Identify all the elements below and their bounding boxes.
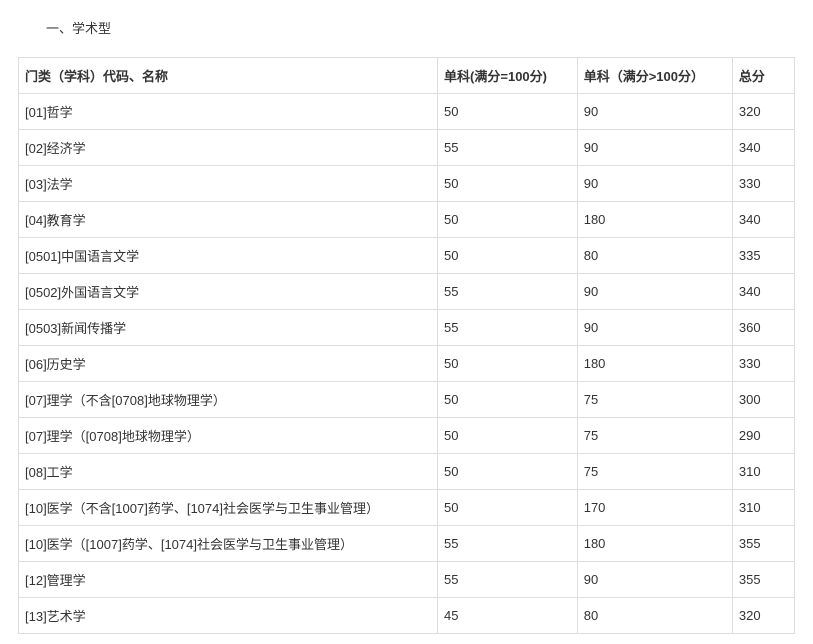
table-cell: 50 xyxy=(438,202,578,238)
table-cell: 55 xyxy=(438,274,578,310)
table-cell: 90 xyxy=(577,94,732,130)
table-cell: 355 xyxy=(732,562,794,598)
table-cell: 170 xyxy=(577,490,732,526)
section-title: 一、学术型 xyxy=(46,18,795,37)
table-cell: 55 xyxy=(438,562,578,598)
table-cell: 55 xyxy=(438,130,578,166)
table-cell: 335 xyxy=(732,238,794,274)
table-cell: 180 xyxy=(577,346,732,382)
table-cell: [0502]外国语言文学 xyxy=(19,274,438,310)
table-cell: 310 xyxy=(732,454,794,490)
table-cell: 355 xyxy=(732,526,794,562)
table-cell: [08]工学 xyxy=(19,454,438,490)
table-cell: 50 xyxy=(438,454,578,490)
table-cell: 330 xyxy=(732,166,794,202)
table-row: [10]医学（[1007]药学、[1074]社会医学与卫生事业管理）551803… xyxy=(19,526,795,562)
table-cell: 75 xyxy=(577,418,732,454)
table-row: [0501]中国语言文学5080335 xyxy=(19,238,795,274)
table-cell: 75 xyxy=(577,382,732,418)
table-cell: [10]医学（不含[1007]药学、[1074]社会医学与卫生事业管理） xyxy=(19,490,438,526)
table-row: [06]历史学50180330 xyxy=(19,346,795,382)
table-row: [07]理学（[0708]地球物理学）5075290 xyxy=(19,418,795,454)
table-row: [04]教育学50180340 xyxy=(19,202,795,238)
table-row: [02]经济学5590340 xyxy=(19,130,795,166)
table-cell: 180 xyxy=(577,526,732,562)
table-cell: [0503]新闻传播学 xyxy=(19,310,438,346)
table-cell: 90 xyxy=(577,562,732,598)
table-cell: 50 xyxy=(438,238,578,274)
table-cell: 290 xyxy=(732,418,794,454)
table-cell: 320 xyxy=(732,598,794,634)
table-cell: [06]历史学 xyxy=(19,346,438,382)
table-cell: 55 xyxy=(438,310,578,346)
table-cell: [10]医学（[1007]药学、[1074]社会医学与卫生事业管理） xyxy=(19,526,438,562)
table-cell: 340 xyxy=(732,202,794,238)
table-cell: 50 xyxy=(438,418,578,454)
table-cell: 320 xyxy=(732,94,794,130)
table-cell: 50 xyxy=(438,166,578,202)
table-cell: 50 xyxy=(438,346,578,382)
table-cell: 75 xyxy=(577,454,732,490)
table-cell: 50 xyxy=(438,94,578,130)
table-cell: 340 xyxy=(732,130,794,166)
table-cell: 90 xyxy=(577,310,732,346)
table-cell: 180 xyxy=(577,202,732,238)
table-cell: 300 xyxy=(732,382,794,418)
table-cell: [07]理学（[0708]地球物理学） xyxy=(19,418,438,454)
table-cell: [13]艺术学 xyxy=(19,598,438,634)
table-cell: [01]哲学 xyxy=(19,94,438,130)
table-cell: 80 xyxy=(577,598,732,634)
table-cell: 90 xyxy=(577,166,732,202)
table-cell: [03]法学 xyxy=(19,166,438,202)
table-row: [07]理学（不含[0708]地球物理学）5075300 xyxy=(19,382,795,418)
col-header-subject: 门类（学科）代码、名称 xyxy=(19,58,438,94)
table-cell: 90 xyxy=(577,130,732,166)
table-header-row: 门类（学科）代码、名称 单科(满分=100分) 单科（满分>100分） 总分 xyxy=(19,58,795,94)
table-cell: [12]管理学 xyxy=(19,562,438,598)
table-row: [0503]新闻传播学5590360 xyxy=(19,310,795,346)
table-cell: 360 xyxy=(732,310,794,346)
table-cell: [04]教育学 xyxy=(19,202,438,238)
table-cell: 330 xyxy=(732,346,794,382)
table-row: [12]管理学5590355 xyxy=(19,562,795,598)
table-row: [0502]外国语言文学5590340 xyxy=(19,274,795,310)
table-row: [03]法学5090330 xyxy=(19,166,795,202)
table-cell: 80 xyxy=(577,238,732,274)
scores-table: 门类（学科）代码、名称 单科(满分=100分) 单科（满分>100分） 总分 [… xyxy=(18,57,795,634)
table-row: [01]哲学5090320 xyxy=(19,94,795,130)
table-cell: 90 xyxy=(577,274,732,310)
table-row: [10]医学（不含[1007]药学、[1074]社会医学与卫生事业管理）5017… xyxy=(19,490,795,526)
table-cell: 55 xyxy=(438,526,578,562)
table-cell: 50 xyxy=(438,490,578,526)
table-cell: [02]经济学 xyxy=(19,130,438,166)
col-header-singlegt100: 单科（满分>100分） xyxy=(577,58,732,94)
table-row: [13]艺术学4580320 xyxy=(19,598,795,634)
table-cell: 45 xyxy=(438,598,578,634)
table-cell: 50 xyxy=(438,382,578,418)
col-header-single100: 单科(满分=100分) xyxy=(438,58,578,94)
table-cell: [0501]中国语言文学 xyxy=(19,238,438,274)
col-header-total: 总分 xyxy=(732,58,794,94)
table-cell: [07]理学（不含[0708]地球物理学） xyxy=(19,382,438,418)
table-body: [01]哲学5090320[02]经济学5590340[03]法学5090330… xyxy=(19,94,795,634)
table-cell: 310 xyxy=(732,490,794,526)
table-row: [08]工学5075310 xyxy=(19,454,795,490)
table-cell: 340 xyxy=(732,274,794,310)
